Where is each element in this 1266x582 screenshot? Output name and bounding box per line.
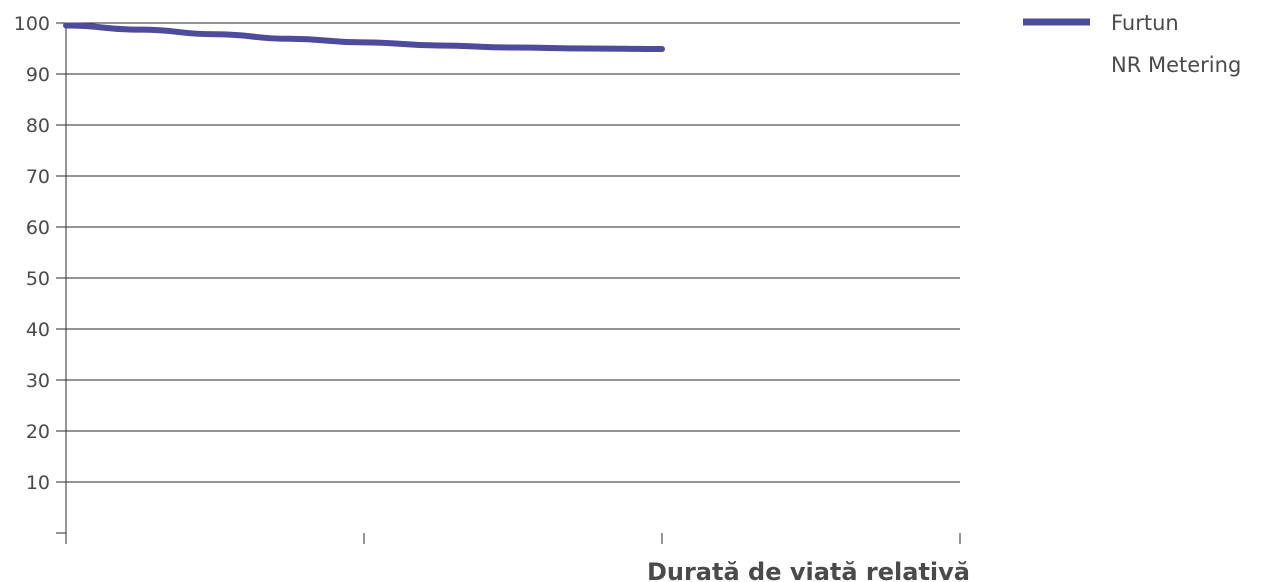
y-tick-label: 90 (26, 64, 50, 86)
y-tick-label: 60 (26, 217, 50, 239)
y-tick-label: 40 (26, 319, 50, 341)
series-line-0 (63, 22, 665, 53)
y-tick-label: 70 (26, 166, 50, 188)
axes (56, 23, 961, 544)
y-tick-label: 100 (14, 13, 50, 35)
y-tick-label: 80 (26, 115, 50, 137)
series-lines (63, 22, 665, 53)
y-tick-label: 50 (26, 268, 50, 290)
x-axis-title: Durată de viață relativă (647, 558, 970, 582)
legend: Furtun NR Metering (1023, 11, 1241, 77)
legend-label: Furtun (1111, 11, 1179, 35)
y-tick-label: 20 (26, 421, 50, 443)
y-tick-label: 30 (26, 370, 50, 392)
y-tick-label: 10 (26, 472, 50, 494)
y-tick-labels: 10 20 30 40 50 60 70 80 90 100 (14, 13, 50, 494)
gridlines (56, 22, 960, 483)
legend-label-line2: NR Metering (1111, 53, 1241, 77)
